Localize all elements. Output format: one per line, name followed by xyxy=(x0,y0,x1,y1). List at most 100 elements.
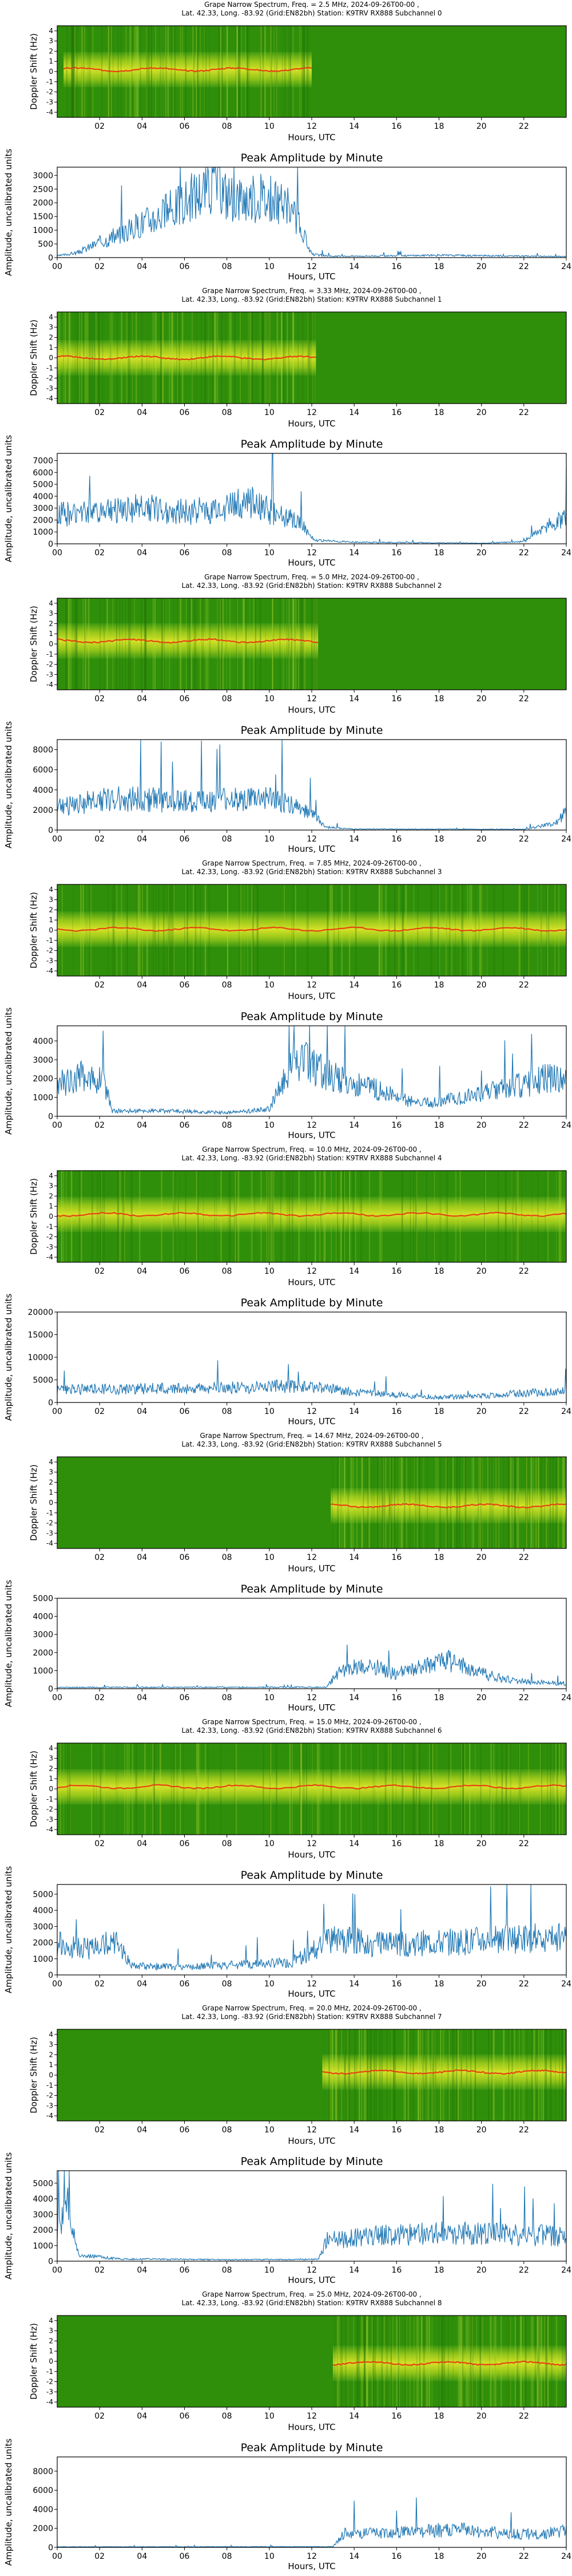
spectrum-streak xyxy=(469,2316,471,2407)
spectrum-streak xyxy=(544,1457,545,1548)
spectrum-xtick-label: 08 xyxy=(222,408,232,417)
spectrum-streak xyxy=(362,1457,363,1548)
spectrum-streak xyxy=(562,1743,563,1835)
spectrum-streak xyxy=(555,2316,558,2407)
spectrum-streak xyxy=(185,1171,186,1262)
amplitude-ytick-label: 4000 xyxy=(33,786,53,795)
amplitude-xtick-label: 06 xyxy=(180,262,190,271)
spectrum-streak xyxy=(565,1171,566,1262)
spectrum-streak xyxy=(480,1457,482,1548)
amplitude-ytick-label: 8000 xyxy=(33,2467,53,2476)
spectrum-streak xyxy=(190,598,192,690)
spectrum-streak xyxy=(155,312,157,404)
spectrum-streak xyxy=(289,598,290,690)
spectrum-ylabel: Doppler Shift (Hz) xyxy=(29,319,39,396)
spectrum-streak xyxy=(237,1171,240,1262)
amplitude-ytick-label: 1000 xyxy=(33,2242,53,2251)
spectrum-ytick-label: -2 xyxy=(46,1519,53,1527)
spectrum-streak xyxy=(514,2029,515,2121)
spectrum-streak xyxy=(391,2029,392,2121)
spectrum-ytick-label: 4 xyxy=(49,2317,53,2325)
spectrum-streak xyxy=(82,26,83,117)
spectrum-streak xyxy=(394,1457,395,1548)
spectrum-streak xyxy=(308,312,311,404)
spectrum-streak xyxy=(434,1171,435,1262)
spectrum-streak xyxy=(154,598,156,690)
spectrum-streak xyxy=(73,26,76,117)
amplitude-xtick-label: 02 xyxy=(94,548,105,558)
amplitude-ytick-label: 6000 xyxy=(33,2486,53,2495)
spectrum-xtick-label: 08 xyxy=(222,981,232,990)
spectrum-streak xyxy=(144,1743,146,1835)
spectrum-streak xyxy=(219,598,221,690)
spectrum-streak xyxy=(547,1171,549,1262)
spectrum-title-line1: Grape Narrow Spectrum, Freq. = 10.0 MHz,… xyxy=(202,1145,421,1153)
amplitude-ytick-label: 4000 xyxy=(33,1037,53,1046)
spectrum-streak xyxy=(152,598,154,690)
amplitude-ytick-label: 5000 xyxy=(33,2179,53,2188)
spectrum-streak xyxy=(121,884,122,976)
spectrum-ytick-label: -3 xyxy=(46,1815,53,1823)
spectrum-streak xyxy=(308,26,309,117)
spectrum-streak xyxy=(118,1171,120,1262)
spectrum-streak xyxy=(305,1171,307,1262)
spectrum-streak xyxy=(267,1171,269,1262)
spectrum-streak xyxy=(170,1743,172,1835)
amplitude-xtick-label: 10 xyxy=(264,835,275,844)
spectrum-streak xyxy=(245,598,247,690)
spectrum-streak xyxy=(137,26,139,117)
spectrum-streak xyxy=(269,1171,271,1262)
spectrum-streak xyxy=(268,1171,271,1262)
spectrum-streak xyxy=(533,2029,534,2121)
spectrum-streak xyxy=(194,884,197,976)
spectrum-xtick-label: 06 xyxy=(180,2125,190,2135)
spectrum-streak xyxy=(440,2029,442,2121)
spectrum-streak xyxy=(85,598,86,690)
spectrum-streak xyxy=(220,26,222,117)
amplitude-xtick-label: 08 xyxy=(222,1407,232,1416)
spectrum-streak xyxy=(270,1171,272,1262)
spectrum-streak xyxy=(551,2316,553,2407)
amplitude-xtick-label: 20 xyxy=(476,1407,487,1416)
amplitude-xtick-label: 22 xyxy=(519,262,529,271)
spectrum-streak xyxy=(75,598,77,690)
spectrum-streak xyxy=(415,1457,416,1548)
amplitude-xtick-label: 12 xyxy=(307,262,317,271)
spectrum-ytick-label: 3 xyxy=(49,1182,53,1190)
spectrum-streak xyxy=(137,884,139,976)
spectrum-xtick-label: 16 xyxy=(391,2125,402,2135)
spectrum-streak xyxy=(178,312,180,404)
spectrum-xtick-label: 04 xyxy=(137,694,147,704)
spectrum-streak xyxy=(448,1743,450,1835)
spectrum-streak xyxy=(429,1743,430,1835)
spectrum-streak xyxy=(507,1457,508,1548)
spectrum-streak xyxy=(144,598,146,690)
spectrum-streak xyxy=(541,884,542,976)
spectrum-streak xyxy=(415,1171,417,1262)
spectrum-streak xyxy=(417,2316,418,2407)
spectrum-ytick-label: -2 xyxy=(46,661,53,669)
spectrum-xtick-label: 18 xyxy=(434,1839,444,1848)
amplitude-xtick-label: 16 xyxy=(391,1980,402,1989)
spectrum-streak xyxy=(345,2316,347,2407)
spectrum-xtick-label: 10 xyxy=(264,1553,275,1562)
subchannel-8-group: Grape Narrow Spectrum, Freq. = 25.0 MHz,… xyxy=(3,2290,571,2571)
spectrum-streak xyxy=(493,1743,495,1835)
spectrum-streak xyxy=(272,1171,274,1262)
amplitude-ytick-label: 1000 xyxy=(33,1093,53,1103)
spectrum-streak xyxy=(536,2029,538,2121)
spectrum-streak xyxy=(104,1743,105,1835)
spectrum-streak xyxy=(360,1743,362,1835)
spectrum-xtick-label: 22 xyxy=(519,981,529,990)
spectrum-streak xyxy=(416,2316,418,2407)
spectrum-streak xyxy=(503,2029,505,2121)
spectrum-streak xyxy=(353,2029,356,2121)
amplitude-xtick-label: 18 xyxy=(434,1121,444,1130)
spectrum-streak xyxy=(202,1171,204,1262)
spectrum-streak xyxy=(89,26,91,117)
spectrum-streak xyxy=(392,1743,394,1835)
amplitude-xtick-label: 12 xyxy=(307,2552,317,2561)
spectrum-streak xyxy=(288,598,289,690)
spectrum-streak xyxy=(140,26,141,117)
amplitude-ytick-label: 7000 xyxy=(33,456,53,465)
